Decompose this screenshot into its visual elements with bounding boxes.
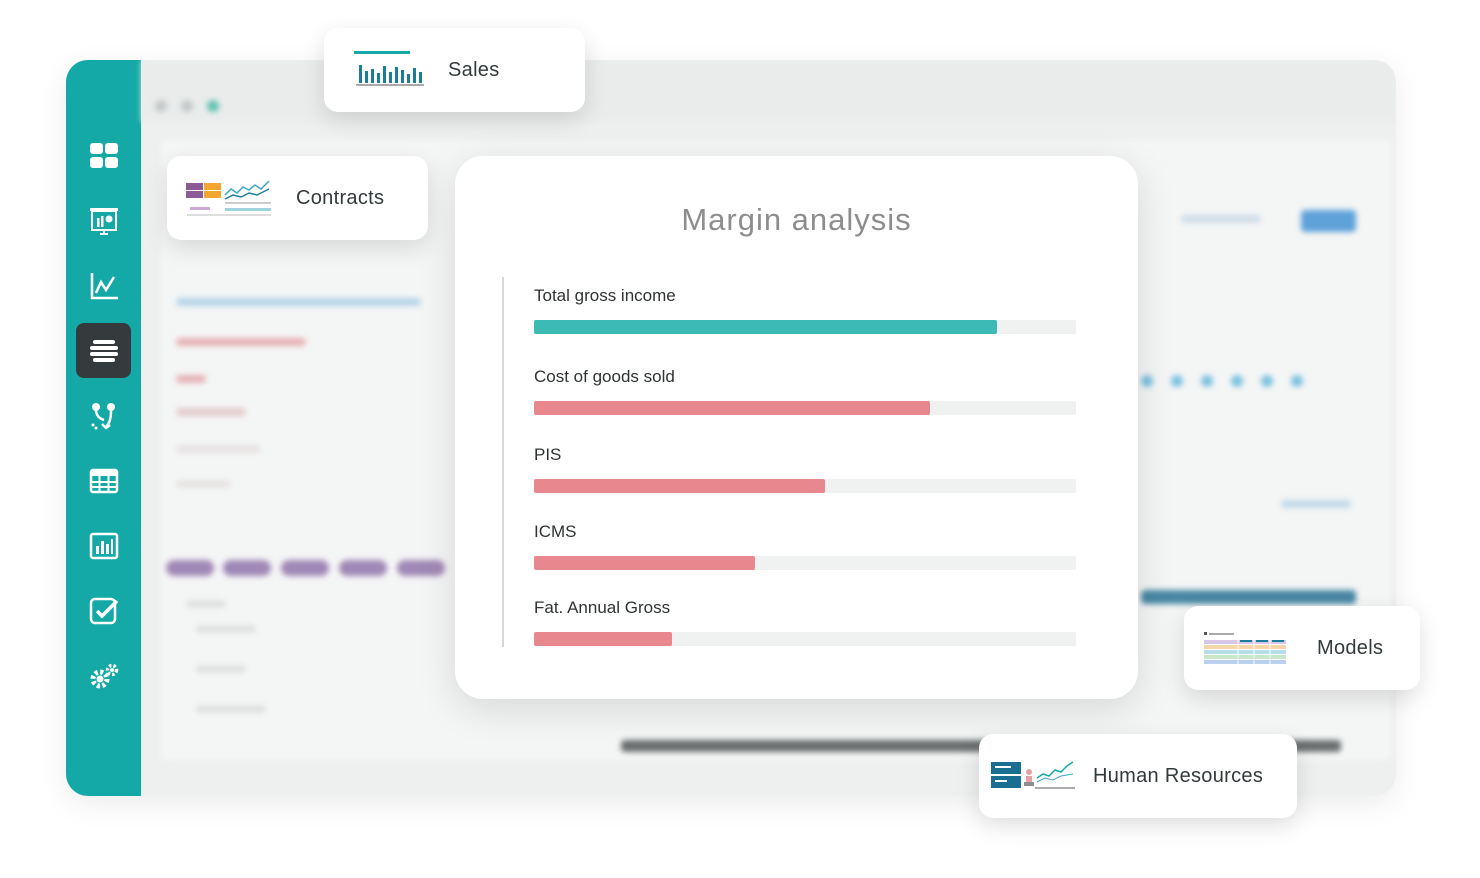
sidebar-item-report[interactable] <box>76 518 131 573</box>
metric-label: Cost of goods sold <box>534 367 675 386</box>
sidebar-item-settings[interactable] <box>76 648 131 703</box>
metric-icms: ICMS <box>534 522 1076 570</box>
stacked-lines-icon <box>89 339 118 362</box>
workflow-icon <box>91 402 115 430</box>
metric-track <box>534 320 1076 334</box>
metric-track <box>534 479 1076 493</box>
presentation-chart-icon <box>89 207 118 235</box>
contracts-chart-icon <box>186 180 271 216</box>
sales-card-label: Sales <box>448 58 500 81</box>
contracts-card-label: Contracts <box>296 186 385 209</box>
sales-card[interactable]: Sales <box>324 28 585 112</box>
metric-track <box>534 632 1076 646</box>
hr-chart-icon <box>991 761 1075 789</box>
line-chart-icon <box>90 272 118 299</box>
metric-label: Total gross income <box>534 286 676 305</box>
human-resources-card[interactable]: Human Resources <box>979 734 1297 818</box>
metric-fat-annual-gross: Fat. Annual Gross <box>534 598 1076 646</box>
metric-cost-of-goods-sold: Cost of goods sold <box>534 367 1076 415</box>
sidebar-item-dashboard[interactable] <box>76 128 131 183</box>
models-card[interactable]: Models <box>1184 606 1420 690</box>
metric-track <box>534 556 1076 570</box>
human-resources-card-label: Human Resources <box>1093 764 1264 787</box>
metric-bar <box>534 320 998 334</box>
metric-track <box>534 401 1076 415</box>
metric-bar <box>534 632 673 646</box>
sidebar-item-table[interactable] <box>76 453 131 508</box>
metric-label: Fat. Annual Gross <box>534 598 671 617</box>
contracts-card[interactable]: Contracts <box>167 156 428 240</box>
metric-bar <box>534 556 756 570</box>
margin-analysis-title: Margin analysis <box>681 202 912 237</box>
sidebar-item-stacked[interactable] <box>76 323 131 378</box>
sidebar-item-presentation[interactable] <box>76 193 131 248</box>
models-card-label: Models <box>1317 636 1384 659</box>
margin-analysis-card: Margin analysis Total gross income Cost … <box>455 156 1138 699</box>
table-icon <box>89 468 118 493</box>
metric-label: ICMS <box>534 522 577 541</box>
metric-bar <box>534 401 930 415</box>
sales-chart-icon <box>354 51 424 86</box>
checkbox-icon <box>89 597 118 624</box>
divider-line <box>502 277 504 647</box>
sidebar <box>66 60 141 796</box>
sidebar-item-tasks[interactable] <box>76 583 131 638</box>
metric-pis: PIS <box>534 445 1076 493</box>
metric-bar <box>534 479 826 493</box>
dashboard-grid-icon <box>89 142 118 168</box>
metric-total-gross-income: Total gross income <box>534 286 1076 334</box>
metric-label: PIS <box>534 445 562 464</box>
sidebar-item-workflow[interactable] <box>76 388 131 443</box>
models-table-icon <box>1204 632 1286 664</box>
gears-icon <box>90 663 118 688</box>
bar-report-icon <box>89 532 118 559</box>
sidebar-item-line-chart[interactable] <box>76 258 131 313</box>
